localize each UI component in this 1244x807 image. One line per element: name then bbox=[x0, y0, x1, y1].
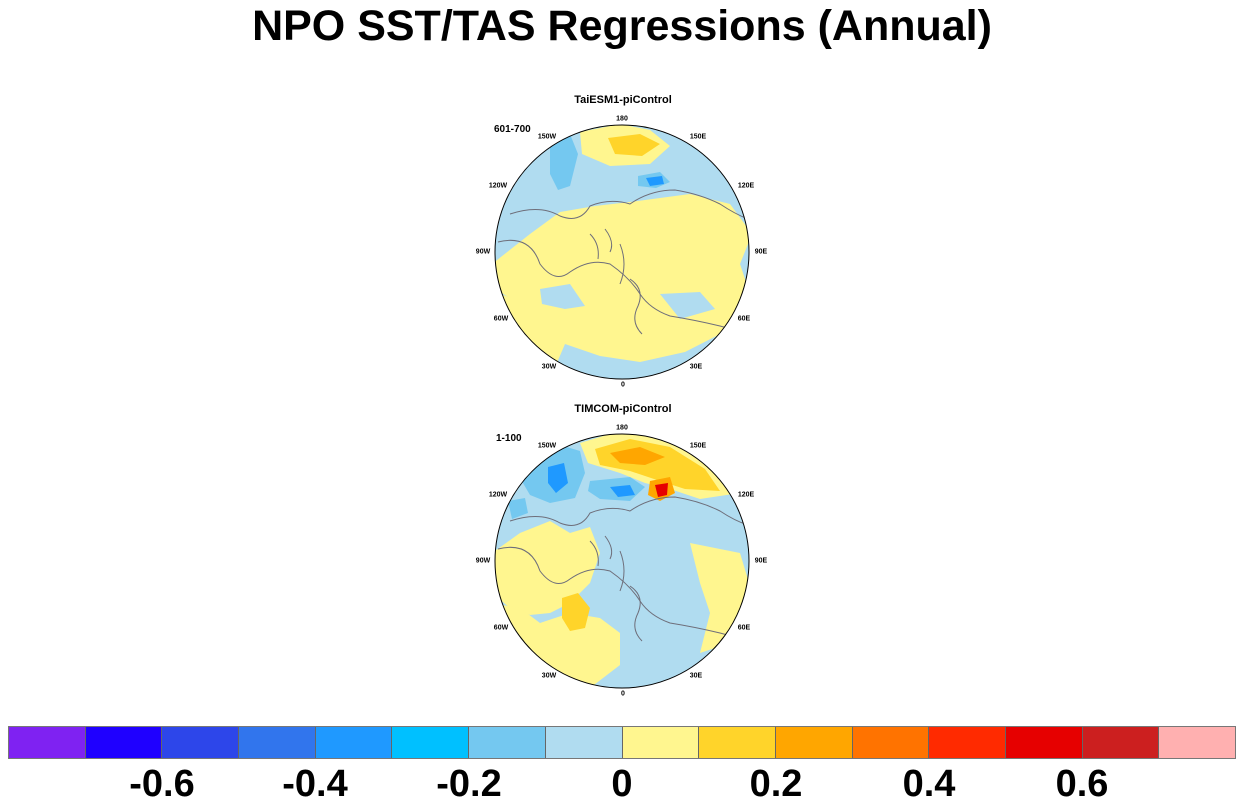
colorbar-swatch bbox=[315, 727, 393, 758]
lon-label: 120E bbox=[737, 491, 755, 499]
lon-label: 90W bbox=[475, 557, 491, 565]
lon-label: 90E bbox=[754, 557, 768, 565]
main-title: NPO SST/TAS Regressions (Annual) bbox=[252, 2, 992, 50]
lon-label: 30W bbox=[541, 363, 557, 371]
colorbar-swatch bbox=[699, 727, 776, 758]
colorbar-swatch bbox=[852, 727, 930, 758]
colorbar-tick-label: -0.2 bbox=[436, 763, 502, 805]
lon-label: 60W bbox=[493, 315, 509, 323]
map-panel-timcom: TIMCOM-piControl 1-100 bbox=[470, 403, 770, 698]
lon-label: 30E bbox=[689, 363, 703, 371]
colorbar-swatch bbox=[1005, 727, 1083, 758]
colorbar-swatch bbox=[162, 727, 240, 758]
lon-label: 60E bbox=[737, 315, 751, 323]
colorbar-swatch bbox=[469, 727, 546, 758]
colorbar-tick-label: 0.6 bbox=[1055, 763, 1109, 805]
panel-title: TIMCOM-piControl bbox=[574, 403, 672, 415]
lon-label: 150E bbox=[689, 133, 707, 141]
lon-label: 120E bbox=[737, 182, 755, 190]
lon-label: 0 bbox=[621, 381, 625, 389]
colorbar-swatch bbox=[1159, 727, 1235, 758]
polar-map bbox=[494, 433, 750, 689]
period-label: 601-700 bbox=[494, 124, 531, 135]
colorbar-tick-label: -0.6 bbox=[129, 763, 195, 805]
colorbar-tick-label: 0.2 bbox=[749, 763, 803, 805]
colorbar-swatch bbox=[929, 727, 1006, 758]
colorbar-swatch bbox=[1082, 727, 1160, 758]
lon-label: 150W bbox=[537, 442, 557, 450]
colorbar-swatch bbox=[9, 727, 86, 758]
map-panel-taiesm1: TaiESM1-piControl 601-700 180 bbox=[470, 94, 770, 389]
period-label: 1-100 bbox=[496, 433, 522, 444]
lon-label: 150E bbox=[689, 442, 707, 450]
colorbar-tick-label: -0.4 bbox=[282, 763, 348, 805]
colorbar-swatch bbox=[85, 727, 163, 758]
lon-label: 90E bbox=[754, 248, 768, 256]
colorbar-tick-label: 0.4 bbox=[902, 763, 956, 805]
lon-label: 0 bbox=[621, 690, 625, 698]
colorbar-swatch bbox=[545, 727, 623, 758]
lon-label: 120W bbox=[488, 491, 508, 499]
lon-label: 90W bbox=[475, 248, 491, 256]
lon-label: 150W bbox=[537, 133, 557, 141]
colorbar-tick-label: 0 bbox=[611, 763, 633, 805]
lon-label: 30W bbox=[541, 672, 557, 680]
polar-map bbox=[494, 124, 750, 380]
panel-title: TaiESM1-piControl bbox=[574, 94, 672, 106]
colorbar-swatch bbox=[622, 727, 700, 758]
lon-label: 60W bbox=[493, 624, 509, 632]
lon-label: 120W bbox=[488, 182, 508, 190]
lon-label: 180 bbox=[616, 115, 628, 123]
colorbar-swatch bbox=[775, 727, 853, 758]
colorbar-swatch bbox=[239, 727, 316, 758]
colorbar-swatch bbox=[392, 727, 470, 758]
colorbar bbox=[8, 726, 1236, 759]
lon-label: 180 bbox=[616, 424, 628, 432]
lon-label: 30E bbox=[689, 672, 703, 680]
lon-label: 60E bbox=[737, 624, 751, 632]
